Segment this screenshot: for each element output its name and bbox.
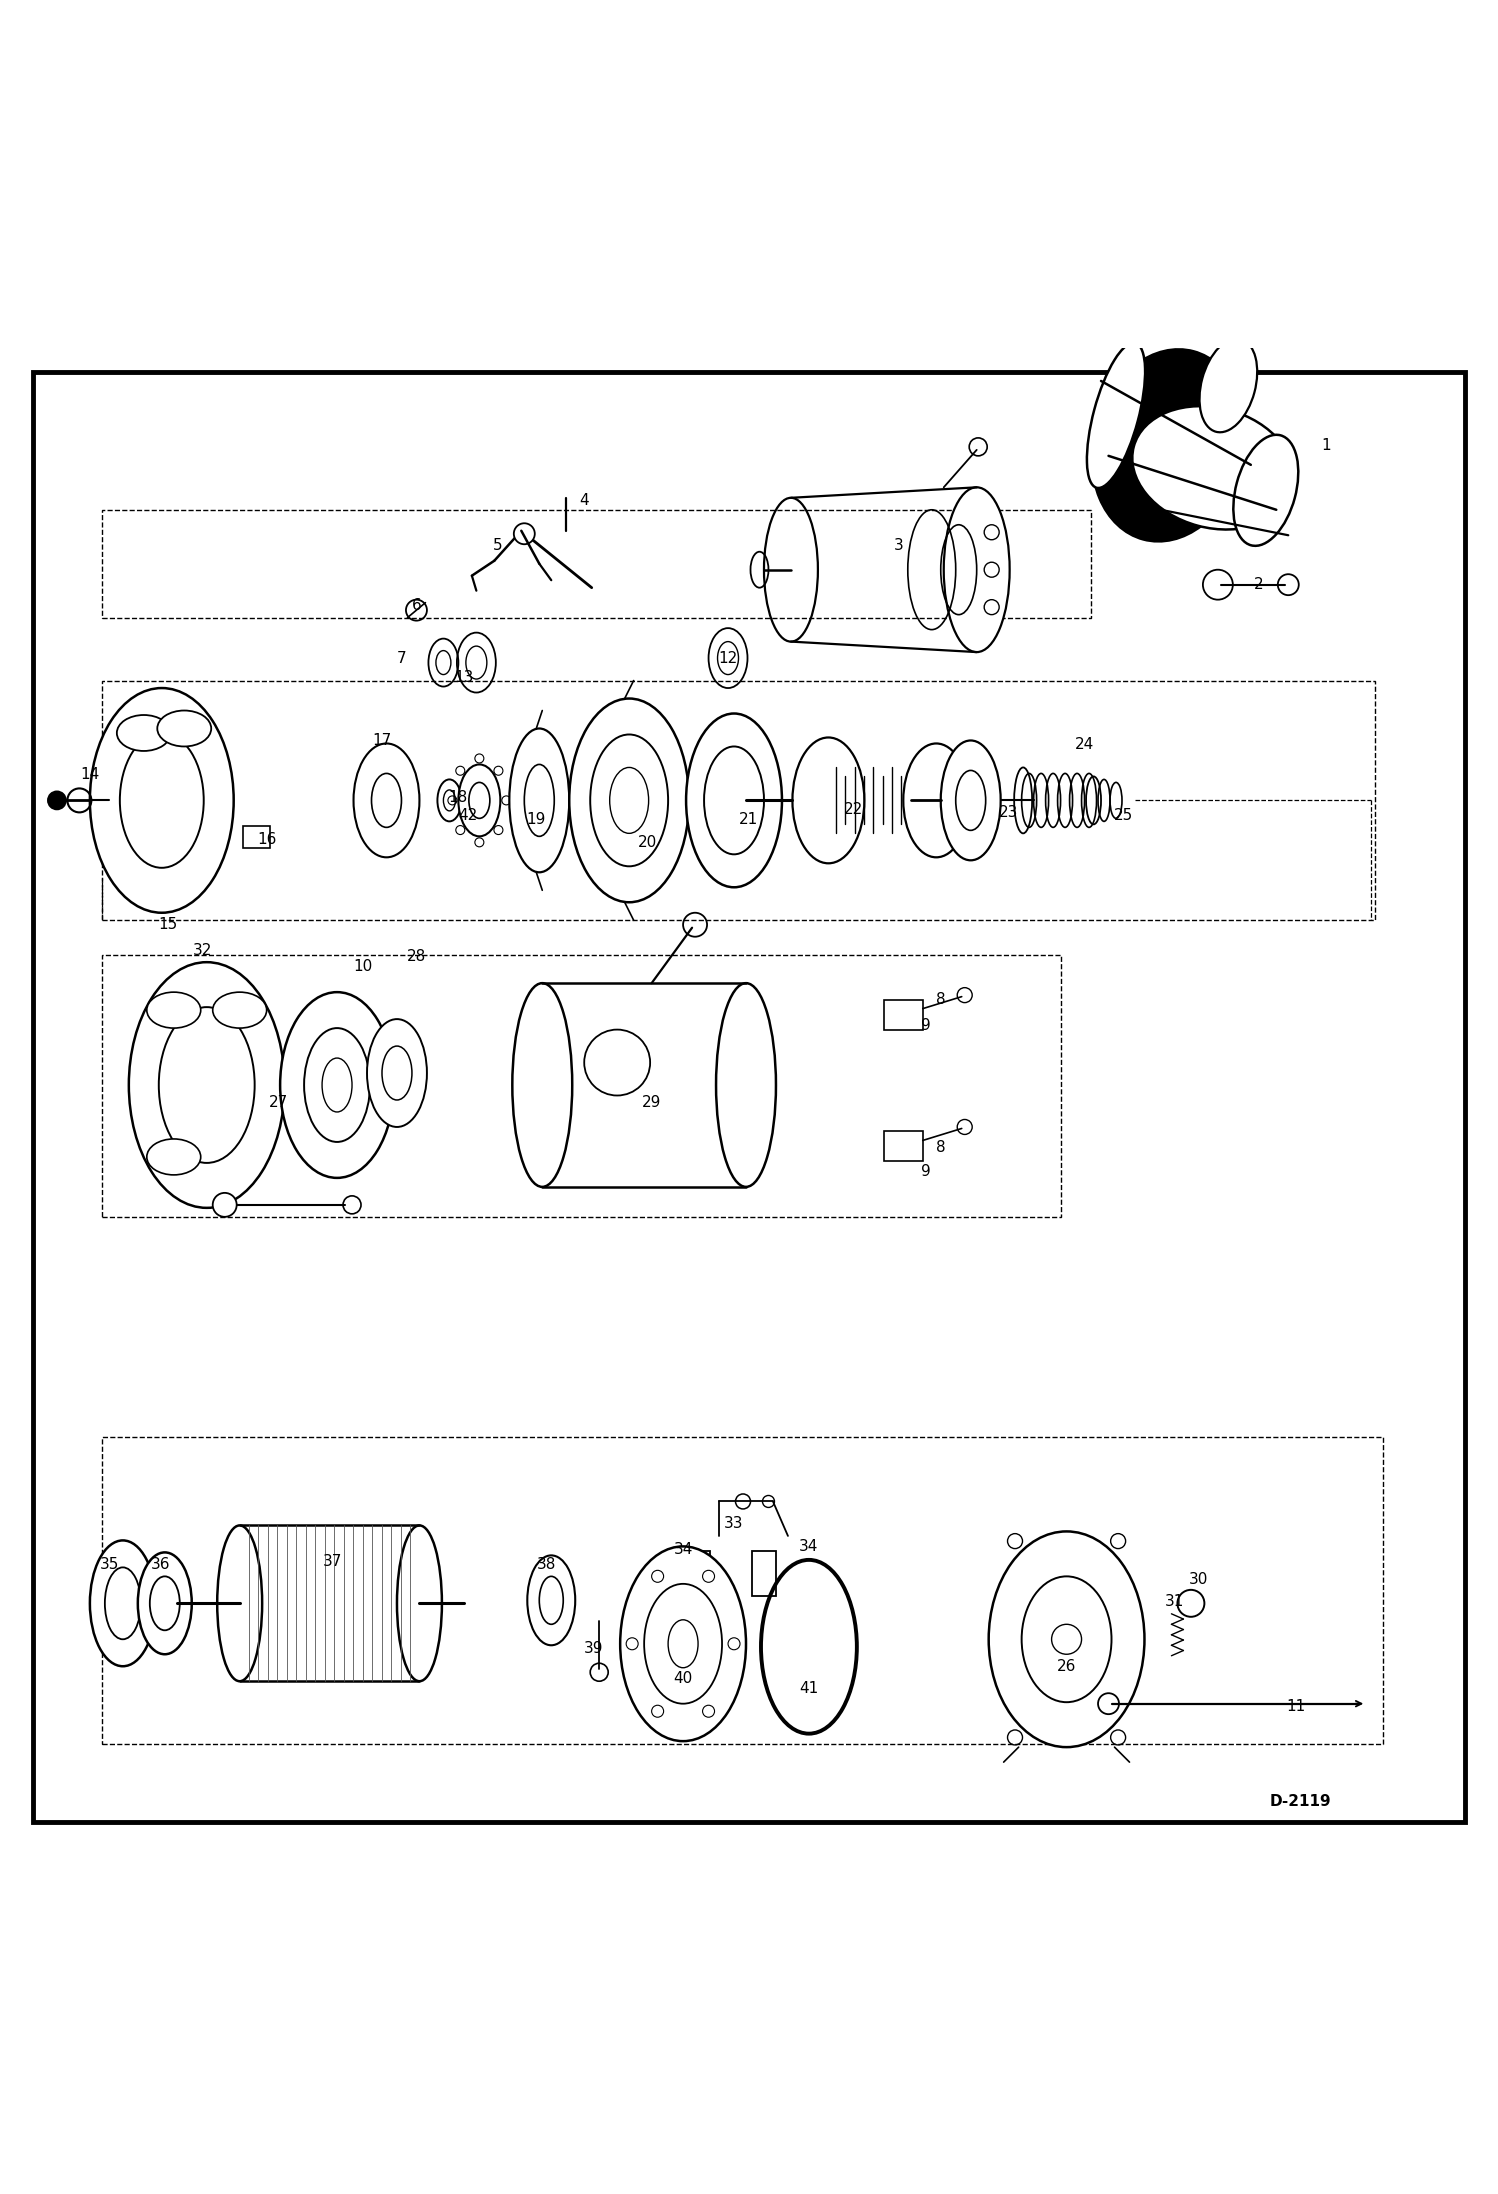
Ellipse shape: [792, 737, 864, 862]
Ellipse shape: [117, 715, 171, 750]
Bar: [102, 954, 1061, 1218]
Ellipse shape: [989, 1531, 1144, 1746]
Text: 34: 34: [800, 1538, 818, 1553]
Text: 26: 26: [1058, 1659, 1076, 1674]
Bar: [752, 1551, 776, 1595]
Ellipse shape: [90, 689, 234, 913]
Ellipse shape: [716, 983, 776, 1187]
Ellipse shape: [620, 1547, 746, 1742]
Ellipse shape: [217, 1525, 262, 1681]
Ellipse shape: [147, 992, 201, 1029]
Text: 2: 2: [1254, 577, 1263, 592]
Text: 28: 28: [407, 948, 425, 963]
Circle shape: [514, 522, 535, 544]
Text: 4: 4: [580, 494, 589, 509]
Ellipse shape: [903, 744, 969, 858]
Ellipse shape: [1200, 338, 1257, 432]
Bar: [884, 1132, 923, 1161]
Bar: [102, 509, 1091, 619]
Text: 39: 39: [583, 1641, 604, 1656]
Ellipse shape: [1088, 342, 1144, 487]
Ellipse shape: [354, 744, 419, 858]
Text: 37: 37: [324, 1553, 342, 1569]
Text: 23: 23: [999, 805, 1017, 821]
Text: 35: 35: [100, 1558, 118, 1571]
Text: 15: 15: [159, 917, 177, 932]
Bar: [686, 1551, 710, 1595]
Ellipse shape: [280, 992, 394, 1178]
Text: 17: 17: [373, 733, 391, 748]
Ellipse shape: [944, 487, 1010, 652]
Ellipse shape: [686, 713, 782, 886]
Text: 6: 6: [412, 599, 421, 612]
Circle shape: [1177, 1591, 1204, 1617]
Ellipse shape: [527, 1556, 575, 1646]
Text: 30: 30: [1189, 1571, 1207, 1586]
Text: 8: 8: [936, 1141, 945, 1156]
Text: 11: 11: [1287, 1698, 1305, 1714]
Text: 14: 14: [81, 768, 99, 783]
Ellipse shape: [437, 779, 461, 821]
Ellipse shape: [157, 711, 211, 746]
Ellipse shape: [569, 698, 689, 902]
Ellipse shape: [458, 764, 500, 836]
Text: 29: 29: [643, 1095, 661, 1110]
Text: 7: 7: [397, 652, 406, 665]
Ellipse shape: [397, 1525, 442, 1681]
Text: 12: 12: [719, 652, 737, 665]
Ellipse shape: [90, 1540, 156, 1665]
Ellipse shape: [1233, 434, 1299, 546]
Ellipse shape: [509, 728, 569, 873]
Text: 42: 42: [458, 807, 476, 823]
Text: 38: 38: [538, 1558, 556, 1571]
Text: D-2119: D-2119: [1269, 1792, 1332, 1808]
Ellipse shape: [941, 742, 1001, 860]
Text: 32: 32: [193, 943, 211, 959]
Circle shape: [48, 792, 66, 810]
Text: 34: 34: [674, 1542, 692, 1558]
Ellipse shape: [213, 992, 267, 1029]
Ellipse shape: [367, 1018, 427, 1128]
Text: 5: 5: [493, 538, 502, 553]
Text: 3: 3: [894, 538, 903, 553]
Text: 33: 33: [724, 1516, 745, 1531]
Text: 1: 1: [1321, 439, 1330, 452]
Text: 27: 27: [270, 1095, 288, 1110]
Text: 8: 8: [936, 992, 945, 1007]
Bar: [884, 1000, 923, 1029]
Ellipse shape: [1092, 349, 1245, 542]
Text: 20: 20: [638, 836, 656, 849]
Text: 13: 13: [455, 669, 473, 685]
Text: 10: 10: [354, 959, 372, 974]
Text: 31: 31: [1165, 1595, 1183, 1610]
Text: 18: 18: [449, 790, 467, 805]
Bar: [102, 680, 1375, 919]
Text: 25: 25: [1115, 807, 1132, 823]
Bar: [102, 1437, 1383, 1744]
Text: 41: 41: [800, 1681, 818, 1696]
Circle shape: [213, 1194, 237, 1218]
Text: 21: 21: [740, 812, 758, 827]
Text: 24: 24: [1076, 737, 1094, 753]
Text: 36: 36: [150, 1558, 171, 1571]
Ellipse shape: [1132, 406, 1294, 529]
Text: 19: 19: [527, 812, 545, 827]
Ellipse shape: [147, 1139, 201, 1176]
Ellipse shape: [129, 963, 285, 1209]
Text: 9: 9: [921, 1018, 930, 1033]
Text: 16: 16: [258, 832, 276, 847]
Ellipse shape: [138, 1553, 192, 1654]
Text: 40: 40: [674, 1670, 692, 1685]
Text: 9: 9: [921, 1165, 930, 1180]
Bar: [243, 825, 270, 849]
Text: 22: 22: [845, 801, 863, 816]
Ellipse shape: [512, 983, 572, 1187]
